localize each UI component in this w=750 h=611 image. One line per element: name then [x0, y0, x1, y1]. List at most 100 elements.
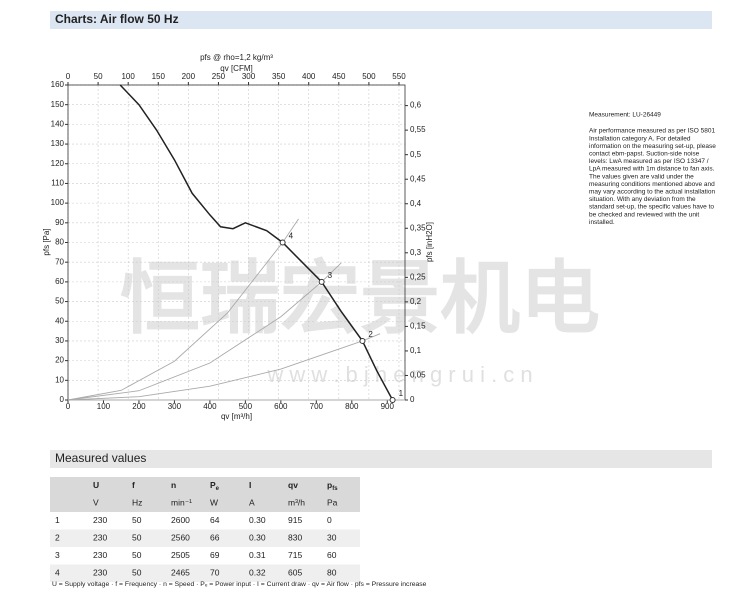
table-cell: 50 — [132, 568, 142, 578]
table-header: Pe — [210, 480, 220, 491]
cell-sub: fs — [332, 485, 338, 491]
table-cell: 50 — [132, 515, 142, 525]
y-axis-label: pfs [Pa] — [42, 228, 51, 255]
table-unit: m³/h — [288, 498, 305, 508]
x-tick-label: 900 — [381, 402, 395, 411]
table-cell: 605 — [288, 568, 302, 578]
table-row — [50, 529, 360, 547]
system-curve — [67, 262, 342, 401]
watermark: 恒瑞宏景机电 — [120, 254, 600, 343]
table-unit: W — [210, 498, 218, 508]
note-line: measuring conditions mentioned above and — [589, 181, 715, 188]
table-cell: 0.32 — [249, 568, 266, 578]
y-tick-label: 20 — [55, 356, 64, 365]
note-line: The values given are valid under the — [589, 173, 694, 180]
table-cell: 0.31 — [249, 550, 266, 560]
y2-tick-label: 0,55 — [410, 125, 426, 134]
x-tick-label: 200 — [132, 402, 146, 411]
note-line: levels: LwA measured as per ISO 13347 / — [589, 158, 709, 165]
point-label: 3 — [328, 271, 333, 280]
section-title: Measured values — [55, 451, 146, 465]
y-tick-label: 140 — [51, 119, 65, 128]
x2-tick-label: 200 — [182, 72, 196, 81]
note-line: be checked and reviewed with the unit — [589, 211, 699, 218]
table-cell: 50 — [132, 550, 142, 560]
table-unit: Pa — [327, 498, 338, 508]
note-line: situation. With any deviation from the — [589, 196, 696, 203]
y-tick-label: 120 — [51, 159, 65, 168]
note-line: installed. — [589, 219, 615, 226]
x-tick-label: 300 — [168, 402, 182, 411]
table-cell: 2600 — [171, 515, 190, 525]
y-tick-label: 50 — [55, 297, 64, 306]
point-label: 2 — [368, 330, 373, 339]
table-cell: 230 — [93, 515, 107, 525]
table-header: f — [132, 480, 135, 490]
y-tick-label: 160 — [51, 80, 65, 89]
x-tick-label: 100 — [97, 402, 111, 411]
table-cell: 0.30 — [249, 533, 266, 543]
x2-tick-label: 500 — [362, 72, 376, 81]
y-tick-label: 30 — [55, 336, 64, 345]
y2-axis-label: pfs [inH2O] — [425, 222, 434, 262]
system-curve — [67, 218, 299, 401]
table-header: pfs — [327, 480, 338, 491]
x2-tick-label: 50 — [94, 72, 103, 81]
y2-tick-label: 0,6 — [410, 101, 422, 110]
point-label: 1 — [399, 389, 404, 398]
x-tick-label: 600 — [274, 402, 288, 411]
y-tick-label: 130 — [51, 139, 65, 148]
table-header: I — [249, 480, 251, 490]
x-tick-label: 800 — [345, 402, 359, 411]
fan-curve — [119, 84, 394, 401]
table-cell: 2465 — [171, 568, 190, 578]
table-row — [50, 494, 360, 512]
table-cell: 830 — [288, 533, 302, 543]
y2-tick-label: 0 — [410, 395, 415, 404]
y2-tick-label: 0,4 — [410, 199, 422, 208]
y-tick-label: 80 — [55, 238, 64, 247]
table-legend: U = Supply voltage · f = Frequency · n =… — [52, 581, 427, 588]
x2-tick-label: 400 — [302, 72, 316, 81]
table-row — [50, 477, 360, 495]
table-header: qv — [288, 480, 298, 490]
table-header: n — [171, 480, 176, 490]
measurement-id: Measurement: LU-26449 — [589, 112, 661, 119]
table-cell: 230 — [93, 550, 107, 560]
table-cell: 80 — [327, 568, 337, 578]
y2-tick-label: 0,45 — [410, 174, 426, 183]
table-row — [50, 512, 360, 530]
operating-point — [389, 397, 396, 403]
table-unit: Hz — [132, 498, 142, 508]
x2-tick-label: 150 — [152, 72, 166, 81]
x2-axis-label: qv [CFM] — [220, 64, 252, 73]
x-tick-label: 400 — [203, 402, 217, 411]
note-line: Air performance measured as per ISO 5801 — [589, 128, 715, 135]
y2-tick-label: 0,5 — [410, 150, 422, 159]
table-cell: 0 — [327, 515, 332, 525]
operating-point — [279, 239, 286, 246]
x-tick-label: 500 — [239, 402, 253, 411]
point-label: 4 — [289, 232, 294, 241]
y2-tick-label: 0,2 — [410, 297, 422, 306]
x2-tick-label: 450 — [332, 72, 346, 81]
section-bar — [50, 450, 712, 468]
operating-point — [318, 278, 325, 285]
note-line: Installation category A. For detailed — [589, 135, 691, 142]
x2-tick-label: 100 — [121, 72, 135, 81]
table-cell: 66 — [210, 533, 220, 543]
x2-tick-label: 300 — [242, 72, 256, 81]
note-line: information on the measuring set-up, ple… — [589, 143, 716, 150]
system-curve — [67, 333, 381, 401]
table-cell: 230 — [93, 568, 107, 578]
cell-main: p — [327, 480, 332, 490]
header-bar — [50, 11, 712, 29]
note-line: may vary according to the actual install… — [589, 189, 715, 196]
y2-tick-label: 0,05 — [410, 371, 426, 380]
x-axis-label: qv [m³/h] — [221, 412, 252, 421]
x-tick-label: 700 — [310, 402, 324, 411]
table-cell: 64 — [210, 515, 220, 525]
y-tick-label: 70 — [55, 257, 64, 266]
y2-tick-label: 0,25 — [410, 272, 426, 281]
